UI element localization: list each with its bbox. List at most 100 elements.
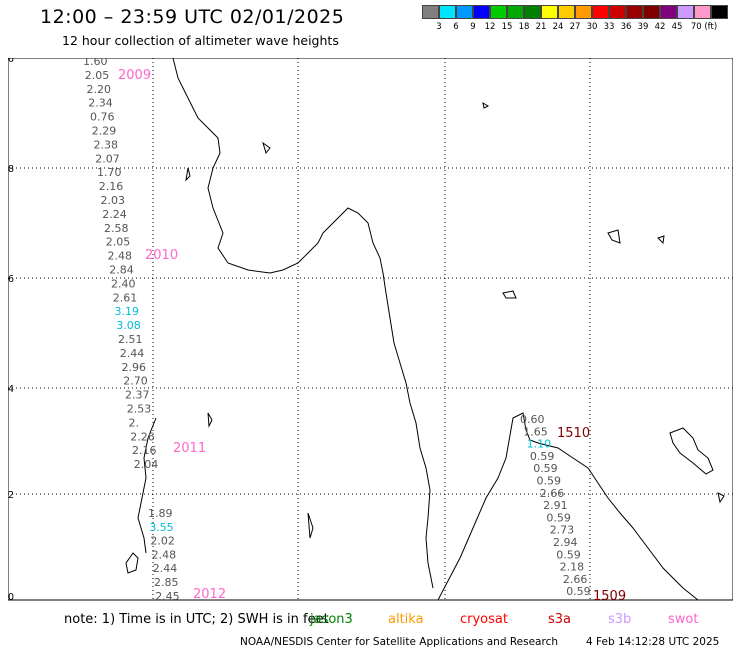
wave-height-label: 2.73 xyxy=(550,524,575,537)
wave-height-label: 2.18 xyxy=(560,561,585,574)
wave-height-label: 0.59 xyxy=(546,511,571,524)
colorbar-swatch xyxy=(507,5,524,19)
wave-height-label: 2.66 xyxy=(540,487,565,500)
colorbar-swatch xyxy=(711,5,728,19)
wave-height-label: 0.59 xyxy=(537,475,562,488)
pass-label-2009: 2009 xyxy=(118,68,151,83)
colorbar-swatch xyxy=(439,5,456,19)
wave-height-label: 2.51 xyxy=(118,333,143,346)
lat-label-20: 20 xyxy=(8,58,14,65)
satellite-legend-item: s3b xyxy=(608,612,632,627)
wave-height-label: 1.60 xyxy=(83,58,108,68)
colorbar-swatch xyxy=(422,5,439,19)
pass-label-1509: 1509 xyxy=(593,589,626,603)
colorbar-swatch xyxy=(609,5,626,19)
colorbar-swatch xyxy=(541,5,558,19)
coastline xyxy=(125,58,725,601)
colorbar-swatch xyxy=(575,5,592,19)
lat-label-12: 12 xyxy=(8,490,14,501)
colorbar-swatch xyxy=(473,5,490,19)
colorbar-label: 70 (ft) xyxy=(690,22,718,32)
wave-height-label: 2.84 xyxy=(109,264,134,277)
wave-height-label: 2.26 xyxy=(130,430,155,443)
colorbar-swatch xyxy=(490,5,507,19)
satellite-legend-item: swot xyxy=(668,612,699,627)
wave-height-label: 2.07 xyxy=(95,152,120,165)
wave-height-label: 2.20 xyxy=(87,83,112,96)
wave-height-label: 2.29 xyxy=(92,125,117,138)
wave-height-label: 2.91 xyxy=(543,499,568,512)
page-subtitle: 12 hour collection of altimeter wave hei… xyxy=(62,33,339,48)
colorbar-swatch xyxy=(660,5,677,19)
colorbar-label: 27 xyxy=(569,22,581,32)
wave-height-label: 2.70 xyxy=(123,375,148,388)
colorbar-swatch xyxy=(643,5,660,19)
wave-height-label: 1.89 xyxy=(148,507,173,520)
wave-height-label: 2.04 xyxy=(134,458,159,471)
wave-height-label: 2.40 xyxy=(111,277,136,290)
wave-height-label: 2.16 xyxy=(132,444,157,457)
wave-height-label: 2.85 xyxy=(154,576,179,589)
wave-height-label: 2. xyxy=(129,416,140,429)
wave-height-label: 2.96 xyxy=(122,361,147,374)
wave-height-label: 2.44 xyxy=(153,562,178,575)
lat-label-18: 18 xyxy=(8,164,14,175)
wave-height-label: 0.76 xyxy=(90,111,115,124)
lat-label-16: 16 xyxy=(8,274,14,285)
wave-height-colorbar: 3 6 9 12 15 18 21 24 27 30 33 36 39 42 45 70 (ft) xyxy=(422,5,728,35)
wave-height-label: 2.61 xyxy=(113,291,138,304)
colorbar-label: 21 xyxy=(535,22,547,32)
wave-height-label: 2.53 xyxy=(127,403,152,416)
wave-height-label: 2.45 xyxy=(155,590,180,603)
colorbar-label: 36 xyxy=(620,22,632,32)
colorbar-label: 30 xyxy=(586,22,598,32)
wave-height-label: 1.10 xyxy=(527,438,552,451)
pass-label-2010: 2010 xyxy=(145,248,178,263)
footer-note: note: 1) Time is in UTC; 2) SWH is in fe… xyxy=(64,612,329,627)
wave-height-label: 3.08 xyxy=(116,319,141,332)
colorbar-label: 18 xyxy=(518,22,530,32)
wave-height-label: 2.37 xyxy=(125,389,150,402)
colorbar-swatch xyxy=(524,5,541,19)
east-track-values: 0.601.651.100.590.590.592.662.910.592.73… xyxy=(520,413,591,598)
satellite-legend-item: jason3 xyxy=(310,612,353,627)
satellite-legend-item: cryosat xyxy=(460,612,508,627)
wave-height-label: 0.59 xyxy=(533,462,558,475)
colorbar-label: 9 xyxy=(470,22,476,32)
wave-height-label: 2.16 xyxy=(99,180,124,193)
graticule xyxy=(8,58,733,600)
colorbar-label: 15 xyxy=(501,22,513,32)
wave-height-label: 2.34 xyxy=(88,97,113,110)
wave-height-label: 0.59 xyxy=(566,585,591,598)
wave-height-label: 2.24 xyxy=(102,208,127,221)
satellite-legend-item: altika xyxy=(388,612,424,627)
wave-height-label: 3.55 xyxy=(149,521,174,534)
lat-label-10: 10 xyxy=(8,592,14,603)
colorbar-swatch xyxy=(592,5,609,19)
wave-height-label: 3.19 xyxy=(115,305,140,318)
colorbar-swatch xyxy=(456,5,473,19)
wave-height-label: 1.70 xyxy=(97,166,122,179)
satellite-legend-item: s3a xyxy=(548,612,572,627)
colorbar-swatch xyxy=(626,5,643,19)
colorbar-label: 12 xyxy=(484,22,496,32)
wave-height-label: 2.48 xyxy=(108,250,133,263)
wave-height-label: 2.38 xyxy=(94,138,119,151)
colorbar-label: 39 xyxy=(637,22,649,32)
page-title: 12:00 – 23:59 UTC 02/01/2025 xyxy=(40,6,345,28)
colorbar-swatch xyxy=(694,5,711,19)
map-frame xyxy=(8,58,733,601)
colorbar-label: 3 xyxy=(436,22,442,32)
wave-height-label: 2.05 xyxy=(85,69,110,82)
wave-height-label: 2.94 xyxy=(553,536,578,549)
colorbar-label: 6 xyxy=(453,22,459,32)
pass-label-1510: 1510 xyxy=(557,426,590,441)
colorbar-swatch xyxy=(558,5,575,19)
wave-height-label: 2.44 xyxy=(120,347,145,360)
wave-height-label: 2.05 xyxy=(106,236,131,249)
colorbar-label: 45 xyxy=(671,22,683,32)
wave-height-label: 0.60 xyxy=(520,413,545,426)
colorbar-label: 24 xyxy=(552,22,564,32)
colorbar-label: 42 xyxy=(654,22,666,32)
wave-height-label: 0.59 xyxy=(530,450,555,463)
